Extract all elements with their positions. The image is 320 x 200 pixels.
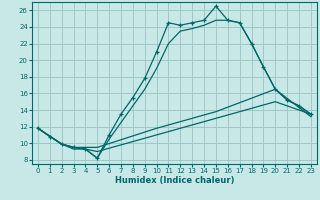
X-axis label: Humidex (Indice chaleur): Humidex (Indice chaleur) (115, 176, 234, 185)
